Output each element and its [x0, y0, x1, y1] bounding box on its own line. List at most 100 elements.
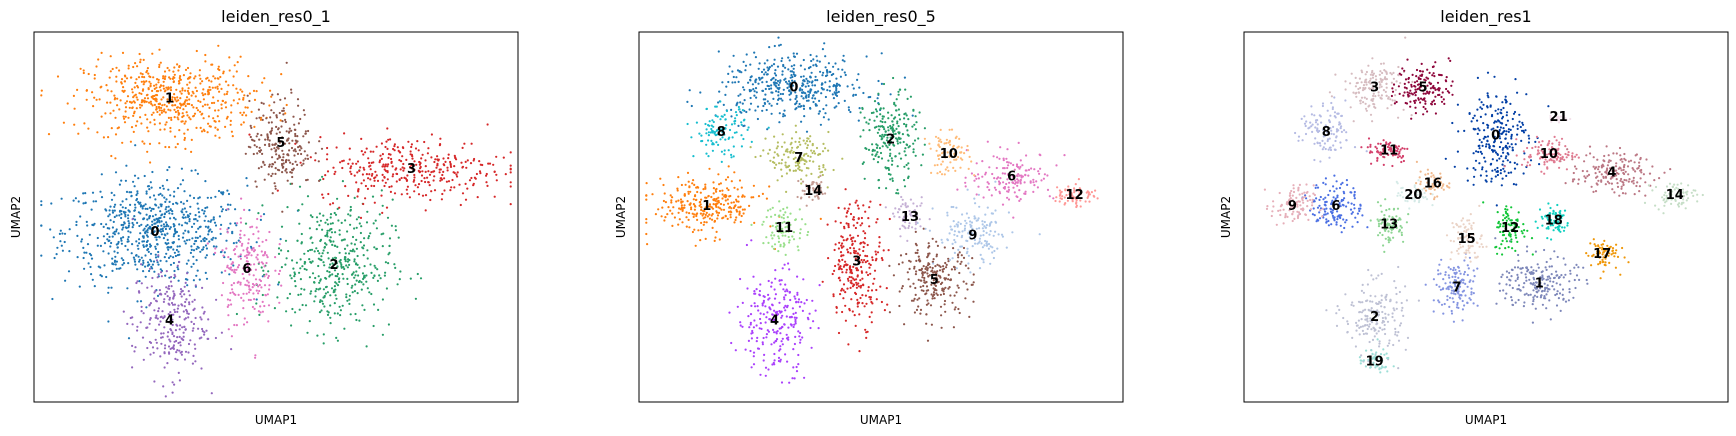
data-point — [367, 157, 370, 160]
data-point — [853, 251, 856, 254]
data-point — [794, 156, 797, 159]
data-point — [920, 268, 923, 271]
data-point — [874, 154, 877, 157]
data-point — [884, 121, 887, 124]
data-point — [362, 244, 366, 247]
data-point — [766, 128, 769, 131]
data-point — [135, 193, 138, 197]
data-point — [197, 207, 200, 210]
data-point — [176, 307, 179, 310]
data-point — [245, 284, 249, 287]
data-point — [228, 56, 231, 59]
data-point — [791, 146, 794, 149]
data-point — [871, 143, 874, 146]
data-point — [938, 269, 942, 272]
data-point — [384, 163, 387, 166]
data-point — [157, 81, 160, 84]
data-point — [168, 166, 171, 169]
data-point — [849, 281, 852, 284]
data-point — [861, 162, 864, 165]
data-point — [774, 84, 777, 87]
data-point — [158, 113, 161, 116]
data-point — [135, 281, 138, 285]
data-point — [745, 53, 748, 56]
data-point — [852, 236, 855, 239]
data-point — [681, 221, 684, 224]
data-point — [282, 107, 285, 110]
data-point — [677, 176, 680, 179]
data-point — [162, 237, 165, 240]
data-point — [806, 144, 810, 147]
data-point — [162, 110, 165, 113]
data-point — [908, 145, 911, 148]
data-point — [160, 98, 163, 101]
data-point — [398, 278, 401, 281]
data-point — [326, 223, 330, 226]
data-point — [903, 76, 907, 79]
data-point — [811, 97, 814, 100]
data-point — [744, 69, 747, 72]
data-point — [148, 267, 152, 270]
data-point — [245, 114, 248, 117]
data-point — [161, 194, 164, 197]
data-point — [126, 322, 129, 325]
data-point — [932, 291, 936, 294]
data-point — [239, 257, 242, 260]
data-point — [848, 309, 851, 312]
data-point — [974, 242, 977, 245]
data-point — [62, 121, 65, 124]
data-point — [399, 168, 402, 171]
data-point — [294, 134, 297, 138]
data-point — [982, 196, 985, 199]
data-point — [781, 70, 784, 73]
data-point — [222, 281, 225, 285]
data-point — [110, 286, 113, 289]
data-point — [757, 195, 761, 198]
data-point — [875, 257, 878, 260]
data-point — [791, 79, 794, 82]
data-point — [824, 95, 828, 99]
data-point — [721, 193, 724, 196]
data-point — [424, 170, 427, 173]
data-point — [799, 64, 803, 67]
data-point — [91, 191, 95, 194]
data-point — [96, 244, 99, 247]
data-point — [343, 238, 346, 241]
cluster-label-2: 2 — [330, 258, 339, 273]
data-point — [787, 262, 790, 265]
data-point — [909, 95, 913, 98]
data-point — [127, 235, 130, 239]
data-point — [231, 135, 234, 138]
data-point — [242, 307, 245, 310]
data-point — [762, 313, 765, 316]
data-point — [766, 66, 769, 69]
data-point — [110, 90, 113, 93]
data-point — [780, 279, 783, 282]
data-point — [935, 289, 938, 292]
data-point — [853, 314, 856, 317]
data-point — [782, 88, 785, 91]
data-point — [887, 111, 890, 114]
data-point — [401, 166, 404, 169]
data-point — [692, 203, 696, 206]
data-point — [213, 221, 217, 224]
data-point — [466, 187, 469, 190]
data-point — [723, 149, 726, 152]
data-point — [970, 221, 974, 224]
data-point — [102, 235, 105, 238]
data-point — [470, 176, 473, 180]
data-point — [948, 286, 951, 289]
data-point — [293, 123, 296, 126]
data-point — [122, 236, 125, 239]
data-point — [758, 289, 762, 293]
data-point — [243, 255, 247, 258]
data-point — [299, 293, 302, 296]
data-point — [139, 321, 142, 324]
data-point — [777, 36, 780, 39]
data-point — [287, 137, 290, 140]
data-point — [800, 301, 803, 304]
data-point — [154, 198, 157, 201]
data-point — [442, 163, 445, 166]
data-point — [943, 246, 946, 249]
data-point — [787, 326, 790, 329]
